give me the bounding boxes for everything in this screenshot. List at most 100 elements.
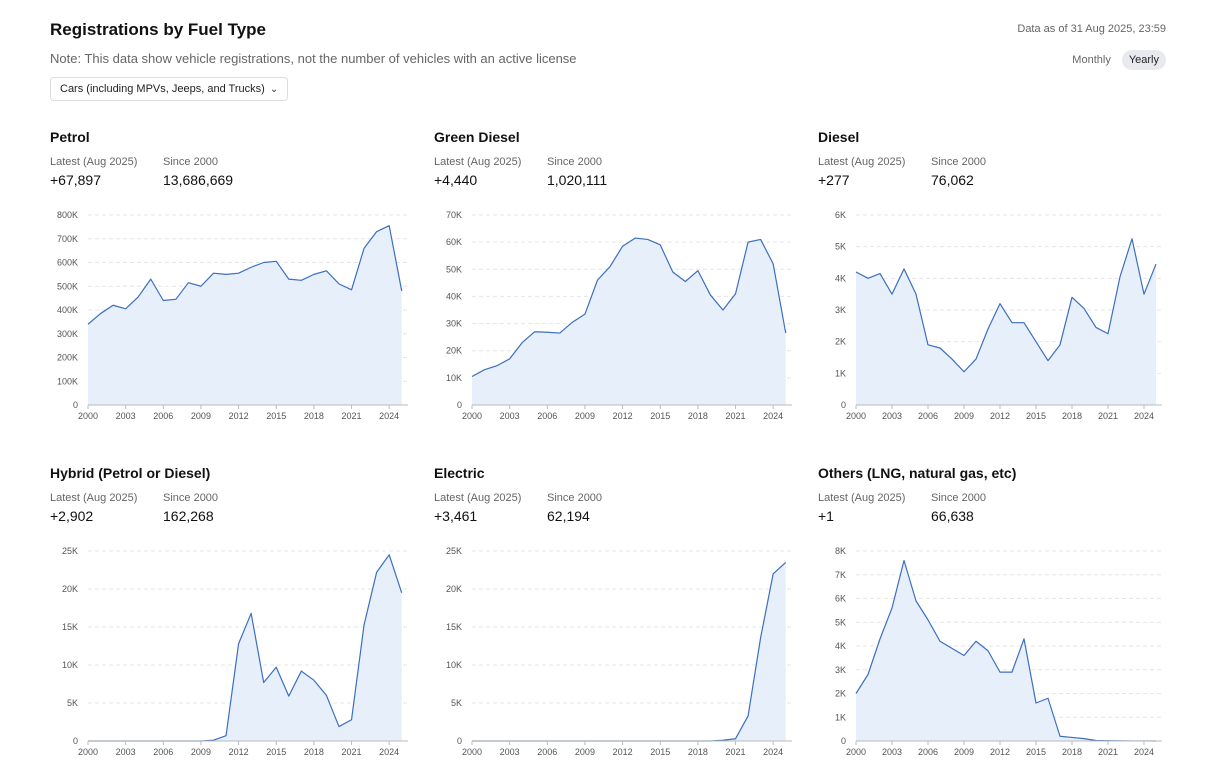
panel-others: Others (LNG, natural gas, etc) Latest (A… [818, 465, 1182, 757]
x-tick-label: 2018 [1062, 411, 1082, 421]
chart-petrol[interactable]: 0 100K 200K 300K 400K 500K 600K 700K 800K 2000 200… [50, 199, 414, 421]
latest-value: +1 [818, 508, 834, 524]
x-tick-label: 2015 [1026, 411, 1046, 421]
panel-petrol: Petrol Latest (Aug 2025) Since 2000 +67,… [50, 129, 414, 421]
y-tick-label: 5K [835, 242, 846, 252]
y-tick-label: 6K [835, 210, 846, 220]
area-fill [88, 225, 402, 405]
x-tick-label: 2015 [650, 747, 670, 757]
latest-label: Latest (Aug 2025) [50, 492, 138, 504]
panel-title: Hybrid (Petrol or Diesel) [50, 465, 211, 481]
y-tick-label: 600K [57, 258, 78, 268]
x-tick-label: 2003 [500, 747, 520, 757]
x-tick-label: 2012 [229, 747, 249, 757]
y-tick-label: 70K [446, 210, 462, 220]
vehicle-type-dropdown[interactable]: Cars (including MPVs, Jeeps, and Trucks)… [50, 77, 289, 101]
since-value: 62,194 [547, 508, 590, 524]
x-tick-label: 2000 [462, 411, 482, 421]
y-tick-label: 10K [446, 660, 462, 670]
x-tick-label: 2015 [266, 411, 286, 421]
y-tick-label: 25K [446, 546, 462, 556]
x-tick-label: 2021 [342, 747, 362, 757]
panel-electric: Electric Latest (Aug 2025) Since 2000 +3… [434, 465, 798, 757]
monthly-toggle-button[interactable]: Monthly [1065, 50, 1118, 70]
y-tick-label: 5K [451, 698, 462, 708]
x-tick-label: 2009 [954, 747, 974, 757]
data-note: Note: This data show vehicle registratio… [50, 51, 577, 66]
area-fill [88, 554, 402, 741]
x-tick-label: 2018 [304, 747, 324, 757]
y-tick-label: 500K [57, 281, 78, 291]
y-tick-label: 8K [835, 546, 846, 556]
x-tick-label: 2012 [990, 747, 1010, 757]
x-tick-label: 2024 [379, 747, 399, 757]
x-tick-label: 2009 [575, 411, 595, 421]
y-tick-label: 1K [835, 368, 846, 378]
latest-label: Latest (Aug 2025) [818, 492, 906, 504]
y-tick-label: 3K [835, 305, 846, 315]
x-tick-label: 2000 [846, 411, 866, 421]
x-tick-label: 2000 [846, 747, 866, 757]
x-tick-label: 2015 [1026, 747, 1046, 757]
y-tick-label: 20K [62, 584, 78, 594]
latest-value: +4,440 [434, 172, 478, 188]
series-line [471, 237, 787, 378]
yearly-toggle-button[interactable]: Yearly [1121, 50, 1166, 70]
y-tick-label: 20K [446, 584, 462, 594]
y-tick-label: 60K [446, 237, 462, 247]
data-timestamp: Data as of 31 Aug 2025, 23:59 [1017, 23, 1166, 35]
chevron-down-icon: ⌄ [269, 83, 279, 95]
x-tick-label: 2006 [153, 411, 173, 421]
y-tick-label: 2K [835, 689, 846, 699]
x-tick-label: 2012 [613, 747, 633, 757]
y-tick-label: 5K [67, 698, 78, 708]
x-tick-label: 2003 [116, 747, 136, 757]
x-tick-label: 2024 [1134, 747, 1154, 757]
latest-value: +2,902 [50, 508, 94, 524]
latest-value: +3,461 [434, 508, 478, 524]
y-tick-label: 3K [835, 665, 846, 675]
y-tick-label: 800K [57, 210, 78, 220]
since-label: Since 2000 [931, 492, 987, 504]
x-tick-label: 2003 [882, 411, 902, 421]
y-tick-label: 0 [73, 400, 78, 410]
chart-hybrid[interactable]: 0 5K 10K 15K 20K 25K 2000 2003 2006 2009 2012 2015 2… [50, 535, 414, 757]
x-tick-label: 2024 [379, 411, 399, 421]
x-tick-label: 2024 [763, 411, 783, 421]
y-tick-label: 700K [57, 234, 78, 244]
x-tick-label: 2012 [229, 411, 249, 421]
since-label: Since 2000 [163, 492, 219, 504]
x-tick-label: 2015 [266, 747, 286, 757]
y-tick-label: 0 [457, 736, 462, 746]
x-tick-label: 2009 [191, 411, 211, 421]
chart-others[interactable]: 0 1K 2K 3K 4K 5K 6K 7K 8K 2000 2003 2006 2009 2012 201… [818, 535, 1168, 757]
panel-title: Electric [434, 465, 485, 481]
y-tick-label: 0 [73, 736, 78, 746]
latest-label: Latest (Aug 2025) [434, 492, 522, 504]
since-label: Since 2000 [163, 156, 219, 168]
series-line [87, 225, 403, 325]
latest-label: Latest (Aug 2025) [50, 156, 138, 168]
since-label: Since 2000 [547, 156, 603, 168]
since-value: 13,686,669 [163, 172, 234, 188]
y-tick-label: 0 [841, 400, 846, 410]
panel-hybrid: Hybrid (Petrol or Diesel) Latest (Aug 20… [50, 465, 414, 757]
chart-green-diesel[interactable]: 0 10K 20K 30K 40K 50K 60K 70K 2000 2003 2006 2009 20… [434, 199, 798, 421]
chart-diesel[interactable]: 0 1K 2K 3K 4K 5K 6K 2000 2003 2006 2009 2012 2015 201… [818, 199, 1168, 421]
chart-electric[interactable]: 0 5K 10K 15K 20K 25K 2000 2003 2006 2009 2012 2015 2… [434, 535, 798, 757]
x-tick-label: 2009 [575, 747, 595, 757]
since-value: 1,020,111 [547, 172, 608, 188]
x-tick-label: 2006 [153, 747, 173, 757]
since-value: 162,268 [163, 508, 214, 524]
y-tick-label: 10K [446, 373, 462, 383]
x-tick-label: 2003 [882, 747, 902, 757]
y-tick-label: 15K [62, 622, 78, 632]
panel-green-diesel: Green Diesel Latest (Aug 2025) Since 200… [434, 129, 798, 421]
x-tick-label: 2021 [726, 411, 746, 421]
area-fill [472, 562, 786, 741]
y-tick-label: 2K [835, 337, 846, 347]
panel-title: Others (LNG, natural gas, etc) [818, 465, 1017, 481]
y-tick-label: 200K [57, 353, 78, 363]
x-tick-label: 2000 [78, 747, 98, 757]
x-tick-label: 2003 [116, 411, 136, 421]
